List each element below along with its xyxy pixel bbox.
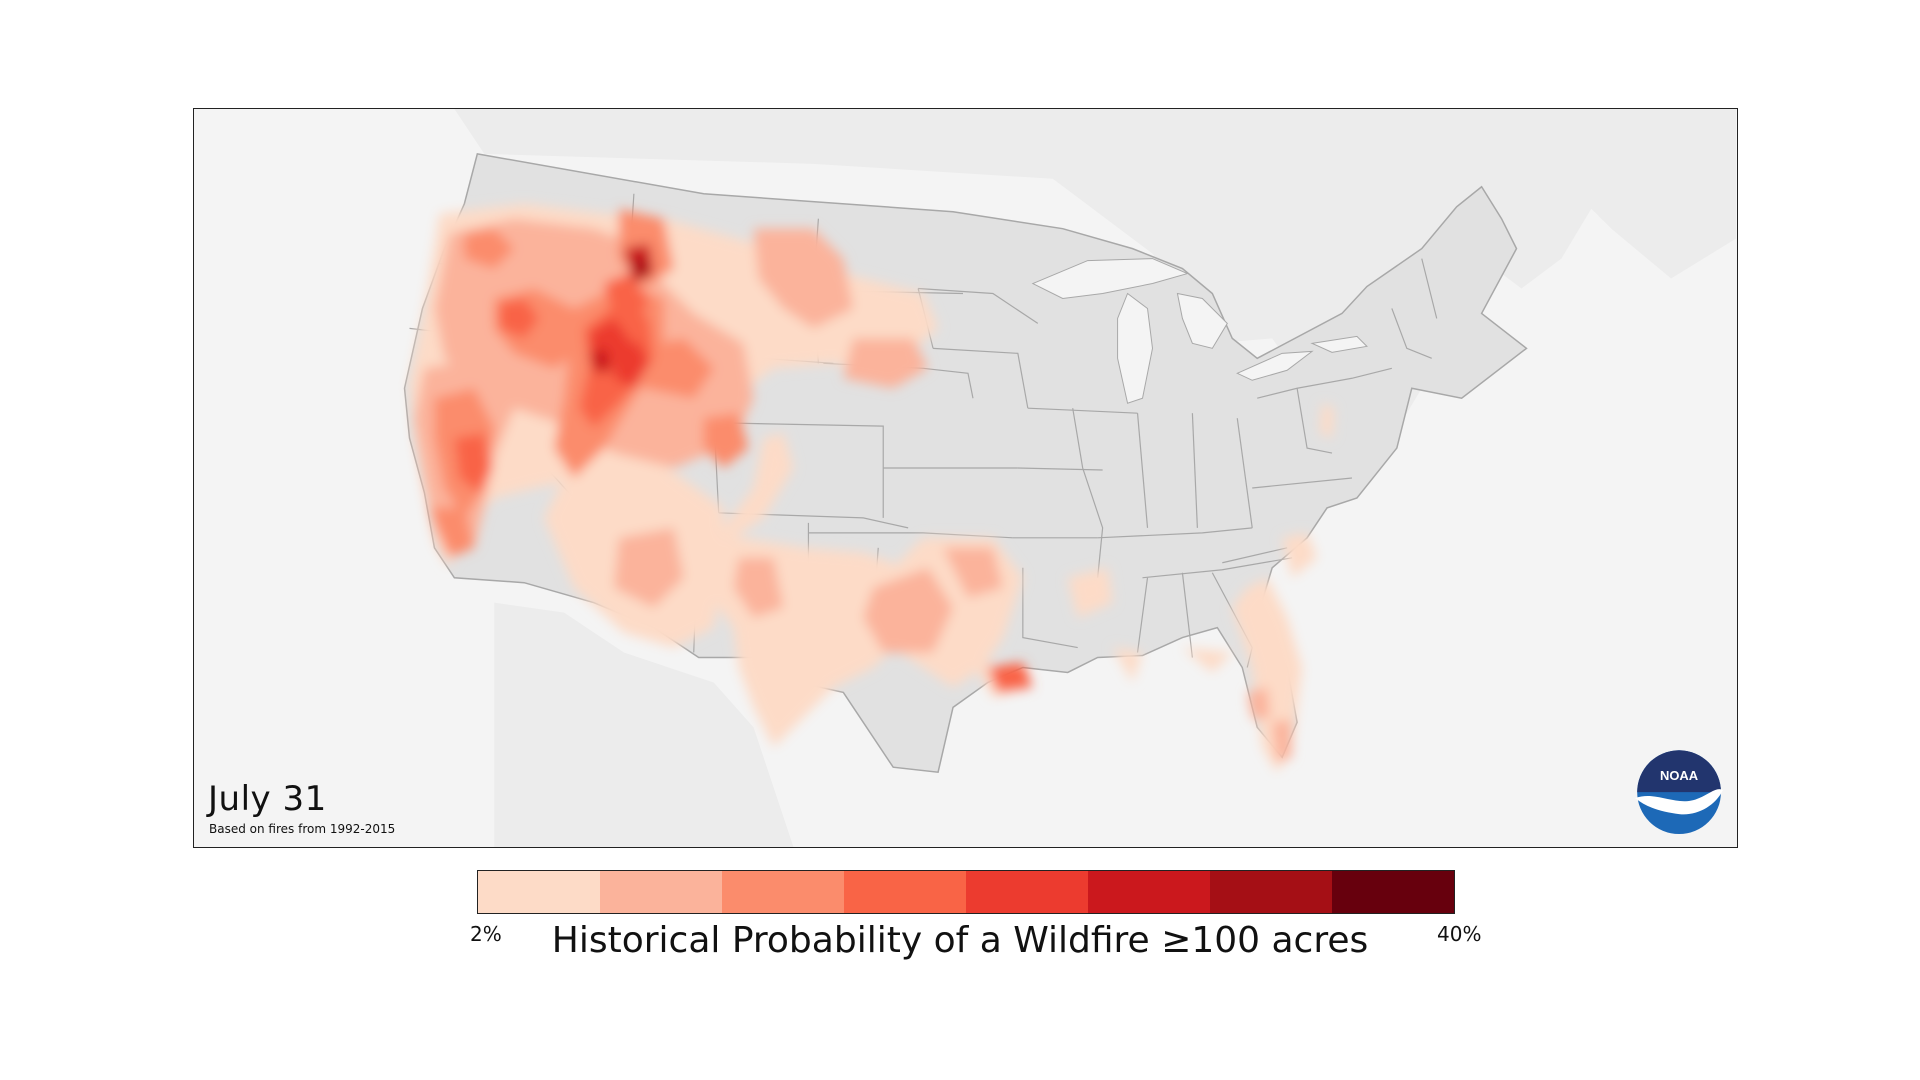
legend-color-bar [477,870,1455,914]
noaa-logo-text: NOAA [1660,768,1699,783]
date-label: July 31 [208,779,327,819]
probability-contours [409,203,1335,773]
wildfire-probability-map: NOAA [403,109,1736,847]
great-lakes [1031,258,1368,404]
legend-max-label: 40% [1437,922,1482,946]
legend-swatch [1210,871,1332,913]
legend-title: Historical Probability of a Wildfire ≥10… [551,920,1369,961]
legend-swatch [966,871,1088,913]
data-source-note: Based on fires from 1992-2015 [209,822,396,836]
map-panel: NOAA July 31 Based on fires from 1992-20… [193,108,1738,848]
legend-swatch [722,871,844,913]
legend-swatch [1088,871,1210,913]
legend-swatch [1332,871,1454,913]
legend-swatch [844,871,966,913]
legend-swatch [600,871,722,913]
legend-min-label: 2% [470,922,502,946]
legend-swatch [478,871,600,913]
noaa-logo: NOAA [1635,750,1723,835]
